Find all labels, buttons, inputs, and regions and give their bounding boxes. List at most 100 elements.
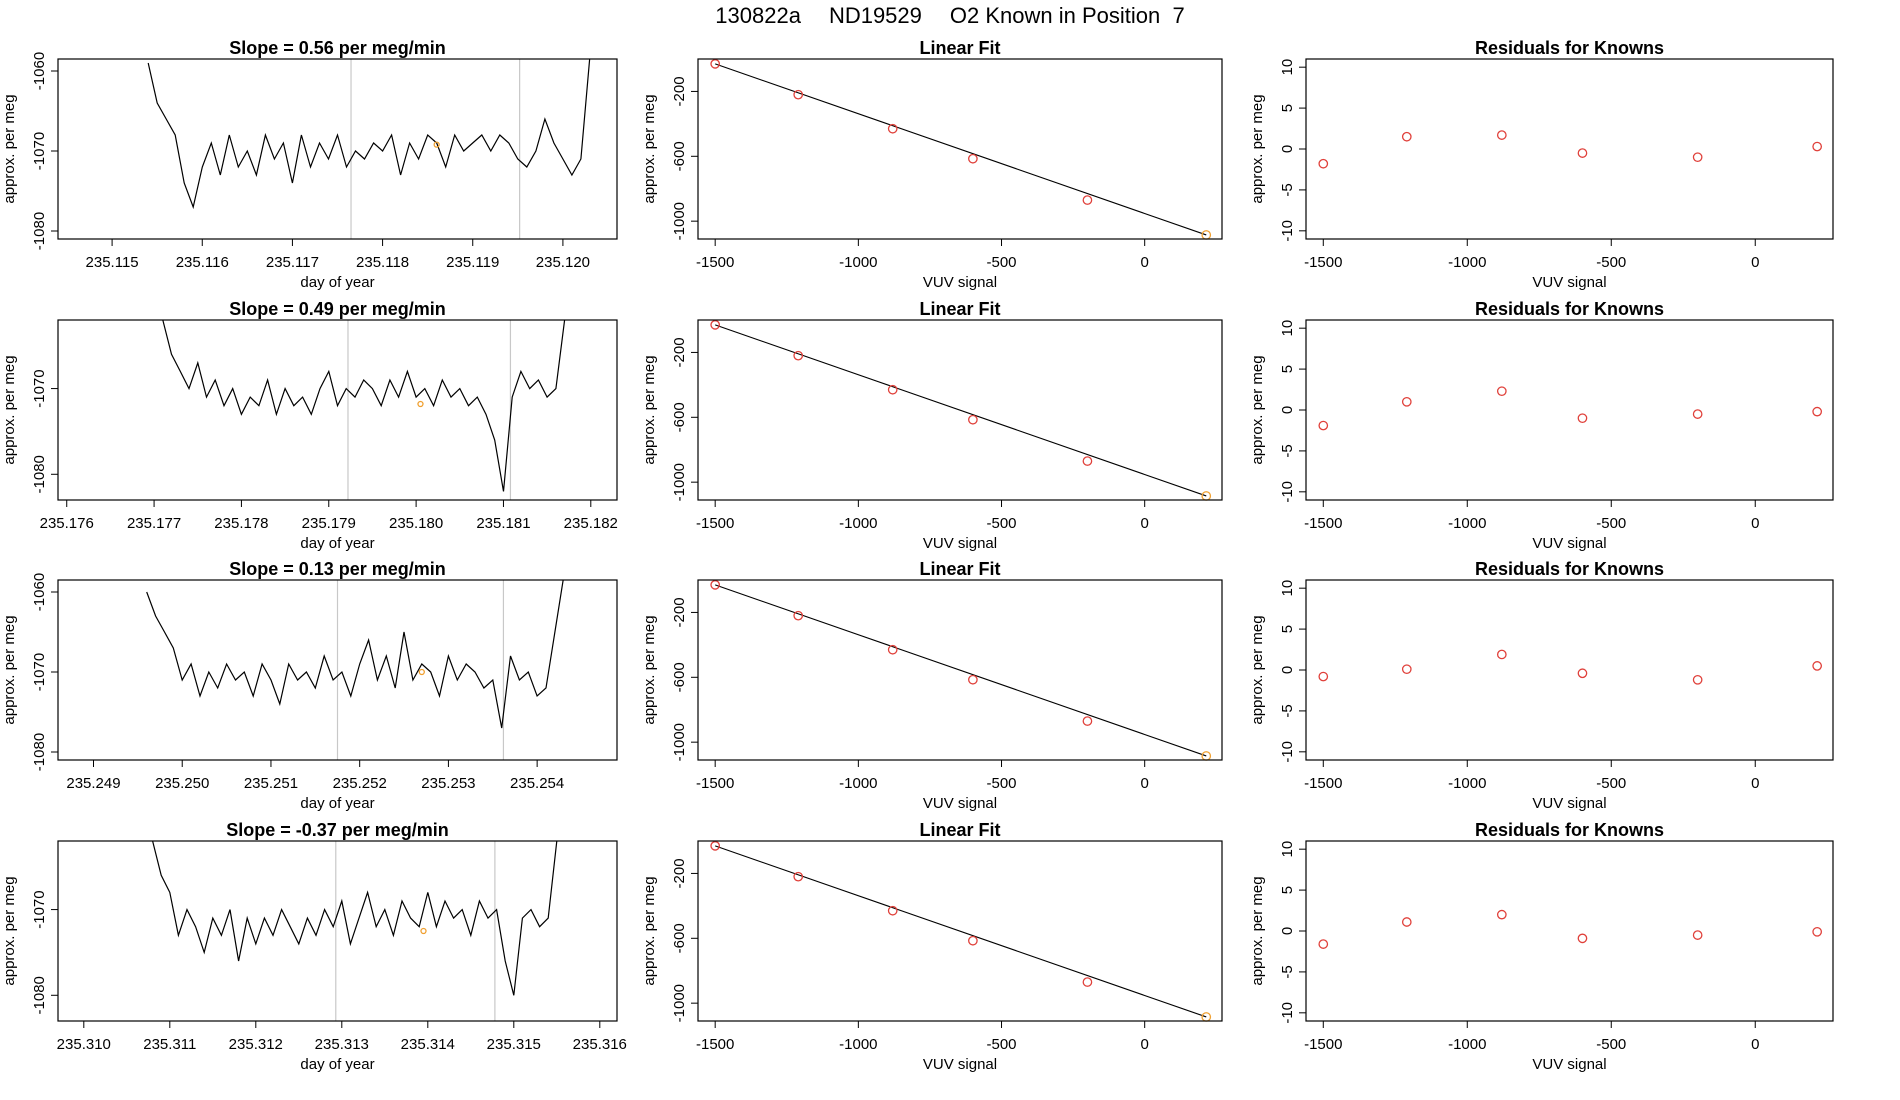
x-tick-label: 235.179	[302, 515, 356, 532]
data-point	[1201, 751, 1212, 761]
x-tick-label: -500	[987, 1036, 1017, 1053]
x-tick-label: -1000	[1448, 515, 1486, 532]
data-point	[1318, 420, 1329, 431]
x-tick-label: 235.176	[40, 515, 94, 532]
panel-title: Slope = 0.49 per meg/min	[229, 299, 446, 319]
data-trace	[162, 320, 566, 492]
data-point	[1082, 195, 1093, 205]
data-point	[1692, 930, 1703, 940]
y-axis-label: approx. per meg	[641, 94, 658, 203]
x-tick-label: 235.313	[315, 1036, 369, 1053]
fit-line	[714, 584, 1207, 757]
y-tick-label: 0	[1279, 145, 1296, 153]
x-tick-label: 0	[1141, 515, 1149, 532]
panel-title: Slope = 0.13 per meg/min	[229, 559, 446, 579]
panel-frame	[57, 840, 618, 1022]
data-point	[968, 935, 978, 946]
y-tick-label: -10	[1279, 741, 1296, 763]
data-point	[1812, 926, 1823, 937]
panel: Residuals for Knowns VUV signal approx. pe…	[1249, 299, 1834, 552]
x-tick-label: -1000	[1448, 254, 1486, 271]
y-axis-label: approx. per meg	[1, 94, 18, 203]
x-tick-label: -1500	[1304, 1036, 1342, 1053]
data-point	[1318, 158, 1329, 169]
y-tick-label: -600	[671, 923, 688, 953]
panel-frame	[697, 319, 1223, 501]
y-tick-label: -1060	[31, 52, 48, 90]
y-tick-label: 10	[1279, 841, 1296, 858]
y-axis-label: approx. per meg	[1249, 94, 1266, 203]
panel-title: Slope = -0.37 per meg/min	[226, 820, 449, 840]
x-axis-label: VUV signal	[923, 274, 997, 291]
y-tick-label: 5	[1279, 886, 1296, 894]
y-tick-label: -1000	[671, 723, 688, 761]
x-tick-label: 235.116	[176, 254, 229, 271]
panel-title: Linear Fit	[919, 299, 1000, 319]
panel: Residuals for Knowns VUV signal approx. pe…	[1249, 820, 1834, 1073]
panel-frame	[57, 58, 618, 240]
y-tick-label: -200	[671, 76, 688, 106]
x-tick-label: 235.314	[401, 1036, 455, 1053]
y-tick-label: -1080	[31, 212, 48, 250]
y-tick-label: 0	[1279, 666, 1296, 674]
data-point	[1496, 386, 1507, 397]
data-point	[793, 350, 804, 361]
y-axis-label: approx. per meg	[641, 876, 658, 985]
y-tick-label: -200	[671, 597, 688, 627]
y-axis-label: approx. per meg	[641, 615, 658, 724]
data-point	[1692, 152, 1703, 163]
y-tick-label: -600	[671, 402, 688, 432]
data-point	[887, 384, 898, 395]
x-tick-label: 235.182	[564, 515, 618, 532]
panel-frame	[1305, 579, 1834, 761]
panel-frame	[57, 579, 618, 761]
data-point	[1082, 977, 1093, 987]
x-tick-label: 0	[1141, 1036, 1149, 1053]
y-tick-label: -600	[671, 141, 688, 171]
x-tick-label: -500	[1596, 1036, 1626, 1053]
data-point	[1082, 716, 1093, 726]
x-tick-label: -1500	[1304, 254, 1342, 271]
y-tick-label: -200	[671, 337, 688, 367]
data-point	[1812, 406, 1823, 417]
fit-line	[714, 845, 1207, 1018]
data-point	[1496, 649, 1507, 660]
y-tick-label: -1080	[31, 733, 48, 771]
panel-title: Linear Fit	[919, 820, 1000, 840]
x-tick-label: 0	[1751, 775, 1759, 792]
figure-title-tank: ND19529	[828, 3, 922, 28]
panel: Residuals for Knowns VUV signal approx. pe…	[1249, 559, 1834, 812]
y-tick-label: 5	[1279, 104, 1296, 112]
x-tick-label: 0	[1751, 1036, 1759, 1053]
x-axis-label: VUV signal	[923, 795, 997, 812]
x-tick-label: -1000	[1448, 775, 1486, 792]
y-tick-label: -1070	[31, 653, 48, 691]
panel-frame	[697, 579, 1223, 761]
data-point	[1692, 409, 1703, 419]
x-tick-label: 235.119	[446, 254, 499, 271]
x-axis-label: VUV signal	[923, 535, 997, 552]
data-point	[710, 841, 721, 851]
x-axis-label: VUV signal	[1532, 795, 1606, 812]
y-tick-label: 0	[1279, 406, 1296, 414]
fit-line	[714, 63, 1207, 236]
x-tick-label: -500	[987, 254, 1017, 271]
panel: Linear Fit VUV signal approx. per meg -1500…	[641, 820, 1223, 1073]
panel-frame	[1305, 58, 1834, 240]
highlight-point	[418, 668, 425, 676]
data-point	[1318, 671, 1329, 682]
x-tick-label: 235.251	[244, 775, 298, 792]
data-point	[968, 414, 978, 425]
x-tick-label: 235.249	[66, 775, 120, 792]
data-point	[968, 153, 978, 164]
data-point	[710, 580, 721, 590]
highlight-point	[417, 400, 424, 408]
panel-title: Residuals for Knowns	[1475, 38, 1664, 58]
y-axis-label: approx. per meg	[1, 615, 18, 724]
data-point	[1082, 456, 1093, 466]
x-tick-label: -500	[987, 515, 1017, 532]
y-axis-label: approx. per meg	[1249, 615, 1266, 724]
x-tick-label: -1000	[839, 775, 877, 792]
x-tick-label: -1000	[839, 254, 877, 271]
x-tick-label: -1000	[839, 1036, 877, 1053]
